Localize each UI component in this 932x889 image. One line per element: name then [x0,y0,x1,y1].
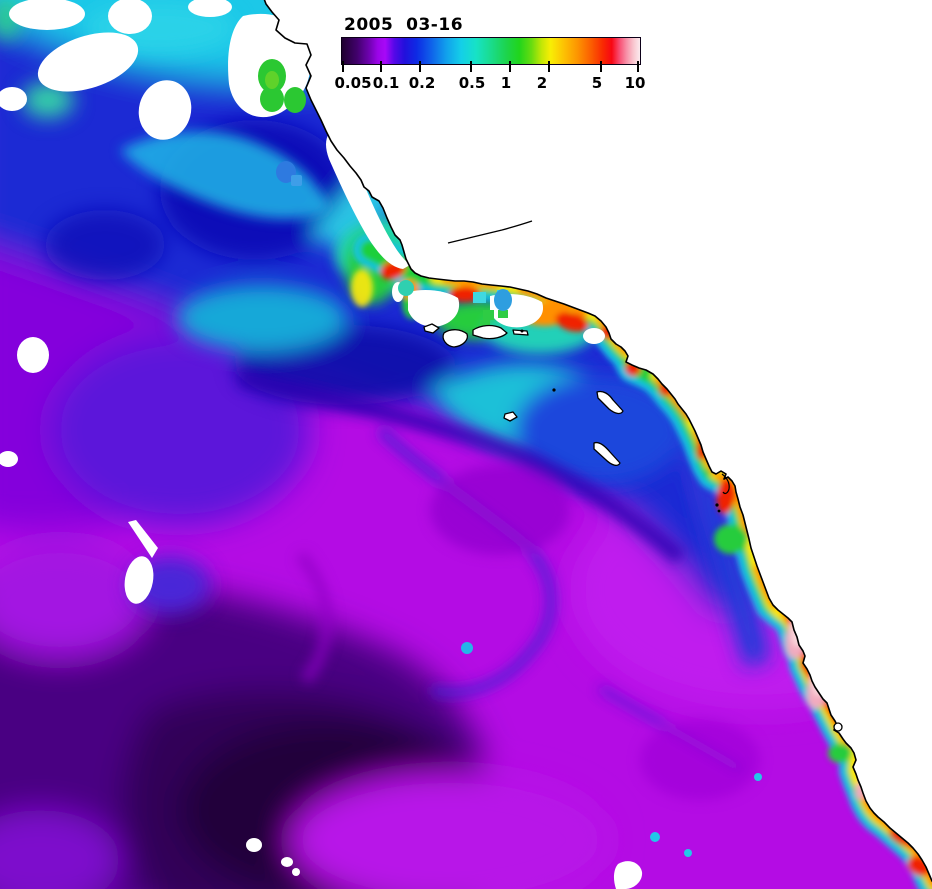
island-g [593,441,621,466]
cloud-gap-patches [258,59,512,329]
colorbar-tick-label: 5 [591,74,603,92]
eddy-dots [461,642,762,857]
colorbar-tick-label: 0.5 [458,74,486,92]
island-b [442,329,469,348]
colorbar-tick [342,61,344,72]
colorbar-tick [509,61,511,72]
land-mass [263,0,932,883]
colorbar-tick [637,61,639,72]
colorbar-tick [600,61,602,72]
colorbar-tick [470,61,472,72]
colorbar [341,37,641,65]
colorbar-tick-label: 0.2 [408,74,436,92]
colorbar-legend: 2005 03-16 0.05 0.1 0.2 0.5 1 2 5 10 [330,10,660,102]
colorbar-tick-label: 1 [500,74,512,92]
island-c [472,324,508,340]
colorbar-tick [380,61,382,72]
colorbar-tick-label: 2 [536,74,548,92]
island-e [503,411,518,422]
colorbar-tick-label: 0.05 [334,74,372,92]
date-label: 2005 03-16 [344,15,464,35]
colorbar-tick-label: 0.1 [372,74,400,92]
colorbar-tick-label: 10 [624,74,646,92]
island-d [512,329,529,336]
bay-outline [721,473,730,495]
island-h [833,722,843,732]
colorbar-tick [548,61,550,72]
island-a [423,323,440,334]
island-f [596,390,624,415]
colorbar-tick [419,61,421,72]
river-line [447,220,533,244]
islet-dots [520,329,721,513]
